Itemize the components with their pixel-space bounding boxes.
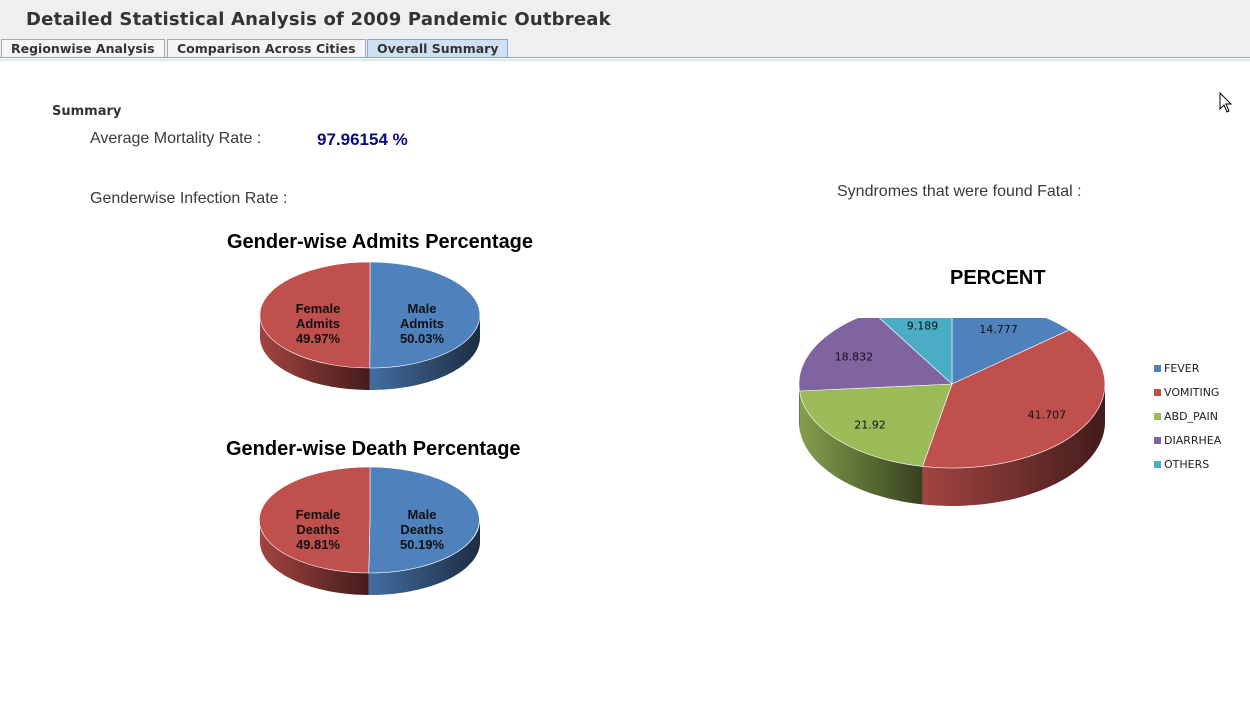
legend-item-diarrhea: DIARRHEA — [1154, 434, 1221, 458]
data-label-abd-pain: 21.92 — [854, 418, 886, 431]
data-label-others: 9.189 — [907, 320, 939, 333]
deaths-slice-0 — [368, 466, 480, 574]
slice-label-male-deaths: Male Deaths 50.19% — [400, 507, 445, 552]
tab-divider-shadow — [0, 59, 1250, 61]
legend-swatch — [1154, 461, 1161, 468]
mortality-rate-label: Average Mortality Rate : — [90, 130, 262, 147]
legend-swatch — [1154, 389, 1161, 396]
legend-item-others: OTHERS — [1154, 458, 1221, 482]
tab-comparison-across-cities[interactable]: Comparison Across Cities — [167, 39, 366, 58]
deaths-pie-chart: Male Deaths 50.19% Female Deaths 49.81% — [259, 466, 480, 595]
deaths-side-1 — [260, 520, 369, 595]
legend-swatch — [1154, 365, 1161, 372]
legend-label: VOMITING — [1164, 386, 1220, 399]
legend-label: ABD_PAIN — [1164, 410, 1218, 423]
gender-infection-label: Genderwise Infection Rate : — [90, 190, 288, 207]
admits-slice-0 — [369, 261, 481, 369]
data-label-diarrhea: 18.832 — [835, 351, 874, 364]
data-label-vomiting: 41.707 — [1028, 409, 1067, 422]
fatal-syndromes-label: Syndromes that were found Fatal : — [837, 183, 1082, 200]
legend-item-abd-pain: ABD_PAIN — [1154, 410, 1221, 434]
admits-side-1 — [260, 315, 370, 390]
legend-label: OTHERS — [1164, 458, 1210, 471]
mouse-pointer-icon — [1219, 92, 1233, 113]
syndromes-slice-abd-pain — [799, 383, 953, 467]
tab-regionwise-analysis[interactable]: Regionwise Analysis — [1, 39, 165, 58]
admits-side-0 — [369, 315, 480, 390]
syndromes-slice-vomiting — [922, 329, 1106, 469]
tab-overall-summary[interactable]: Overall Summary — [367, 39, 509, 58]
syndromes-pie-chart: 14.777 41.707 21.92 18.832 9.189 — [798, 318, 1106, 506]
syndromes-chart-title: PERCENT — [950, 267, 1046, 289]
data-label-fever: 14.777 — [979, 323, 1018, 336]
syndromes-side-diarrhea — [799, 384, 800, 429]
tab-divider — [0, 57, 1250, 58]
admits-chart-title: Gender-wise Admits Percentage — [227, 231, 534, 253]
summary-heading: Summary — [52, 104, 122, 119]
mortality-rate-value: 97.96154 % — [317, 130, 408, 149]
legend-swatch — [1154, 437, 1161, 444]
syndromes-slice-others — [879, 318, 953, 385]
syndromes-side-abd-pain — [799, 391, 923, 505]
slice-label-female-deaths: Female Deaths 49.81% — [296, 507, 341, 552]
deaths-slice-1 — [259, 466, 371, 574]
syndromes-slice-fever — [951, 318, 1070, 385]
legend-item-fever: FEVER — [1154, 362, 1221, 386]
slice-label-female-admits: Female Admits 49.97% — [296, 301, 341, 346]
app-title: Detailed Statistical Analysis of 2009 Pa… — [26, 9, 611, 30]
legend-label: FEVER — [1164, 362, 1200, 375]
legend-item-vomiting: VOMITING — [1154, 386, 1221, 410]
slice-label-male-admits: Male Admits 50.03% — [400, 301, 445, 346]
admits-slice-1 — [259, 261, 371, 369]
deaths-side-0 — [368, 520, 480, 595]
deaths-chart-title: Gender-wise Death Percentage — [226, 438, 521, 460]
syndromes-side-vomiting — [922, 384, 1105, 506]
syndromes-legend: FEVER VOMITING ABD_PAIN DIARRHEA OTHERS — [1154, 362, 1221, 482]
syndromes-slice-diarrhea — [798, 318, 953, 392]
app-header: Detailed Statistical Analysis of 2009 Pa… — [0, 0, 1250, 58]
legend-swatch — [1154, 413, 1161, 420]
legend-label: DIARRHEA — [1164, 434, 1222, 447]
admits-pie-chart: Male Admits 50.03% Female Admits 49.97% — [259, 261, 481, 390]
